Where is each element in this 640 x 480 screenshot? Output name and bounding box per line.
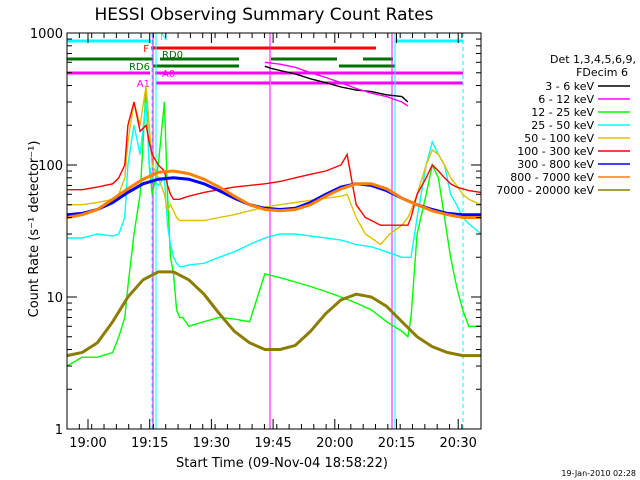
flag-bar-label-f: F <box>143 44 149 55</box>
x-tick-label-5: 20:15 <box>378 436 415 451</box>
series-line-7 <box>66 169 481 219</box>
x-tick-label-3: 19:45 <box>254 436 291 451</box>
y-tick-label-3: 1000 <box>30 27 63 42</box>
legend-header-line-1: Det 1,3,4,5,6,9, <box>550 53 636 66</box>
y-tick-label-2: 100 <box>38 159 63 174</box>
footer-timestamp: 19-Jan-2010 02:28 <box>561 469 636 478</box>
series-line-5 <box>67 101 482 226</box>
series-line-2 <box>66 85 481 367</box>
series-line-1 <box>264 61 409 107</box>
y-axis-label: Count Rate (s⁻¹ detector⁻¹) <box>27 141 42 318</box>
x-tick-label-1: 19:15 <box>131 436 168 451</box>
series-line-4 <box>67 85 482 246</box>
legend-label-6: 300 - 800 keV <box>517 158 594 171</box>
legend-label-0: 3 - 6 keV <box>545 80 594 93</box>
flag-bar-label-a1: A1 <box>137 79 150 90</box>
flag-bar-label-rd6: RD6 <box>129 62 150 73</box>
x-axis-label: Start Time (09-Nov-04 18:58:22) <box>176 456 388 471</box>
legend-label-8: 7000 - 20000 keV <box>496 184 594 197</box>
x-tick-label-6: 20:30 <box>439 436 476 451</box>
y-tick-label-0: 1 <box>55 423 63 438</box>
chart-title: HESSI Observing Summary Count Rates <box>94 5 433 25</box>
x-tick-label-4: 20:00 <box>316 436 353 451</box>
legend-label-2: 12 - 25 keV <box>531 106 594 119</box>
flag-bar-label-a0: A0 <box>162 69 175 80</box>
axes: 1 10 100 1000 19:00 19:15 19:30 19:45 20:00 20:15… <box>30 27 481 451</box>
legend-label-1: 6 - 12 keV <box>538 93 594 106</box>
y-tick-label-1: 10 <box>46 291 63 306</box>
series-line-0 <box>264 65 409 103</box>
legend-label-3: 25 - 50 keV <box>531 119 594 132</box>
legend-label-4: 50 - 100 keV <box>524 132 594 145</box>
series-line-3 <box>67 101 482 268</box>
flag-bar-label-n: N <box>160 32 167 43</box>
legend-header-line-2: FDecim 6 <box>576 66 628 79</box>
x-tick-label-0: 19:00 <box>69 436 106 451</box>
plot-area: NF RD0 RD6 A0 A1 <box>66 32 482 429</box>
plot-frame <box>66 32 482 430</box>
legend-label-5: 100 - 300 keV <box>517 145 594 158</box>
flag-bar-label-rd0: RD0 <box>162 50 183 61</box>
legend-label-7: 800 - 7000 keV <box>510 171 594 184</box>
x-tick-label-2: 19:30 <box>193 436 230 451</box>
series-line-8 <box>66 270 481 358</box>
